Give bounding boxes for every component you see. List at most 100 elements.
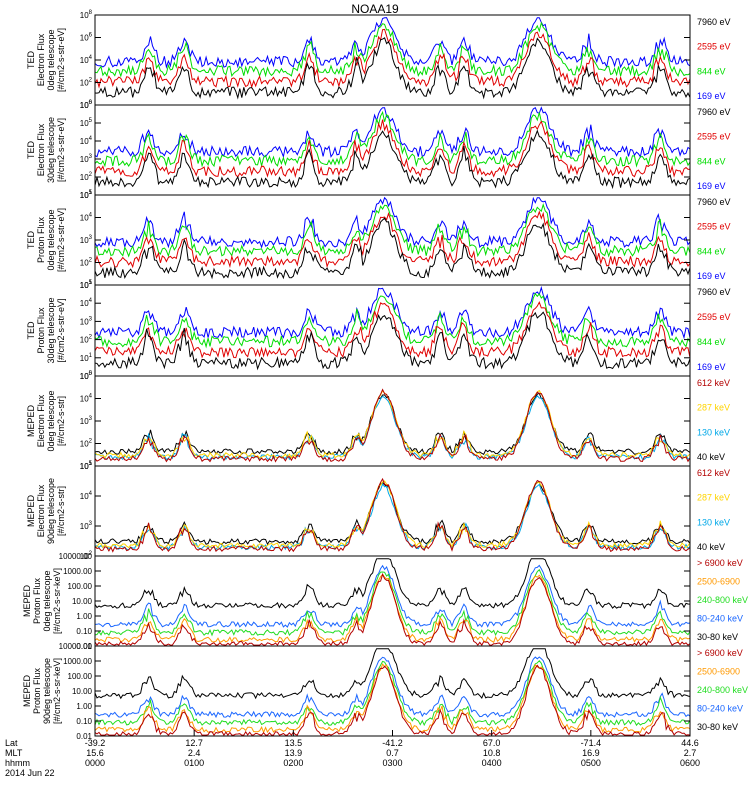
legend-entry: 7960 eV (697, 287, 731, 297)
ylabel-line: [#/cm2-s-sr-keV] (52, 568, 62, 634)
legend-entry: 844 eV (697, 156, 726, 166)
legend-entry: 7960 eV (697, 17, 731, 27)
xtick-mlt: 16.9 (582, 748, 600, 758)
ytick-label: 105 (80, 280, 93, 290)
panel-ted-proton-0deg: 101 102 103 104 105 TED Proton Flux 0deg telesc… (26, 190, 731, 290)
legend-entry: 844 eV (697, 66, 726, 76)
series-line-5-3 (95, 481, 690, 546)
ylabel-line: Electron Flux (36, 33, 46, 86)
legend-entry: 2595 eV (697, 42, 731, 52)
xtick-mlt: 10.8 (483, 748, 501, 758)
xtick-lat: -39.2 (85, 738, 106, 748)
ytick-label: 0.01 (76, 732, 92, 741)
legend-entry: 169 eV (697, 271, 726, 281)
series-group (95, 477, 690, 553)
ytick-label: 10.00 (72, 687, 93, 696)
series-line-6-2 (95, 568, 690, 637)
ylabel-line: [#/cm2-s-sr-keV] (52, 658, 62, 724)
panel-meped-electron-0deg: 101 102 103 104 105 MEPED Electron Flux 0deg te… (26, 371, 730, 471)
ytick-label: 100 (80, 371, 93, 381)
xtick-hhmm: 0000 (85, 758, 105, 768)
series-line-6-0 (95, 572, 690, 646)
ylabel-line: TED (26, 50, 36, 69)
ylabel-line: 0deg telescope (42, 570, 52, 631)
ytick-label: 10000.00 (59, 552, 93, 561)
xtick-hhmm: 0500 (581, 758, 601, 768)
ylabel-line: TED (26, 321, 36, 340)
legend-entry: 130 keV (697, 427, 730, 437)
ytick-label: 106 (80, 33, 93, 43)
legend-entry: 2500-6900 (697, 667, 740, 677)
ytick-label: 100.00 (68, 582, 93, 591)
series-line-5-1 (95, 480, 690, 550)
xtick-mlt: 0.7 (386, 748, 399, 758)
ytick-label: 10.00 (72, 597, 93, 606)
series-line-0-3 (95, 17, 690, 69)
series-line-2-0 (95, 217, 690, 280)
xtick-lat: 44.6 (681, 738, 699, 748)
series-group (95, 106, 690, 190)
ytick-label: 1000.00 (63, 567, 92, 576)
legend-entry: 130 keV (697, 517, 730, 527)
legend-entry: 240-800 keV (697, 685, 748, 695)
series-line-1-3 (95, 106, 690, 159)
ytick-label: 103 (80, 521, 93, 531)
series-group (95, 196, 690, 280)
xtick-lat: -71.4 (581, 738, 602, 748)
series-line-5-0 (95, 477, 690, 553)
ytick-label: 101 (80, 461, 93, 471)
ytick-label: 102 (80, 258, 93, 268)
ytick-label: 1000.00 (63, 657, 92, 666)
legend-entry: 844 eV (697, 337, 726, 347)
ylabel-line: Proton Flux (36, 216, 46, 263)
ytick-label: 102 (80, 335, 93, 345)
ytick-label: 101 (80, 190, 93, 200)
series-line-4-1 (95, 389, 690, 459)
ytick-label: 1.00 (76, 702, 92, 711)
ytick-label: 105 (80, 461, 93, 471)
panel-ted-electron-0deg: 100 102 104 106 108 TED Electron Flux 0deg tele… (26, 10, 731, 110)
xaxis-row-label: hhmm (5, 758, 30, 768)
xtick-hhmm: 0200 (283, 758, 303, 768)
figure-title: NOAA19 (351, 2, 399, 16)
ytick-label: 0.01 (76, 642, 92, 651)
ylabel-line: 0deg telescope (46, 29, 56, 90)
legend-entry: 40 keV (697, 542, 725, 552)
ytick-label: 102 (80, 551, 93, 561)
series-line-6-3 (95, 564, 690, 628)
series-group (95, 648, 690, 736)
series-line-7-0 (95, 664, 690, 736)
series-line-1-1 (95, 119, 690, 178)
xtick-hhmm: 0300 (382, 758, 402, 768)
series-line-5-2 (95, 482, 690, 551)
xaxis-row-label: 2014 Jun 22 (5, 768, 55, 778)
ytick-label: 104 (80, 298, 93, 308)
xaxis-row-label: MLT (5, 748, 23, 758)
legend-entry: 287 keV (697, 403, 730, 413)
ytick-label: 105 (80, 118, 93, 128)
series-line-4-0 (95, 388, 690, 463)
legend-entry: 169 eV (697, 91, 726, 101)
ytick-label: 103 (80, 154, 93, 164)
ytick-label: 10000.00 (59, 642, 93, 651)
xtick-mlt: 2.4 (188, 748, 201, 758)
ylabel-line: [#/cm2-s-str-eV] (56, 28, 66, 92)
panel-meped-electron-90deg: 102 103 104 105 MEPED Electron Flux 90deg tele… (26, 461, 730, 561)
legend-entry: 169 eV (697, 362, 726, 372)
ylabel-line: Electron Flux (36, 123, 46, 176)
ylabel-line: MEPED (22, 585, 32, 618)
ytick-label: 102 (80, 439, 93, 449)
xtick-mlt: 2.7 (684, 748, 697, 758)
series-line-1-0 (95, 129, 690, 190)
ytick-label: 1.00 (76, 612, 92, 621)
series-line-6-4 (95, 558, 690, 610)
ytick-label: 105 (80, 190, 93, 200)
ylabel-line: Electron Flux (36, 484, 46, 537)
ytick-label: 103 (80, 235, 93, 245)
ytick-label: 104 (80, 213, 93, 223)
ylabel-line: MEPED (22, 675, 32, 708)
xtick-mlt: 13.9 (285, 748, 303, 758)
